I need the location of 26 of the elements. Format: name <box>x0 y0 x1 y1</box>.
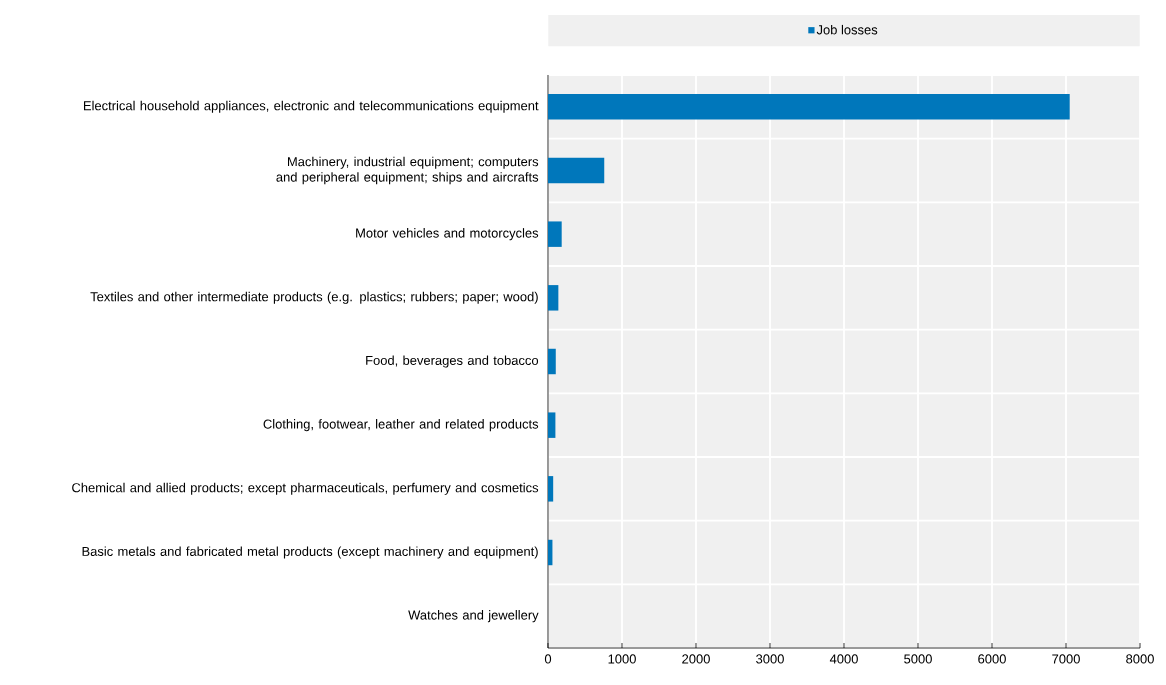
y-tick-label: Basic metals and fabricated metal products (except machinery and equipment) <box>82 546 538 559</box>
y-tick-label: Clothing, footwear, leather and related products <box>263 419 539 432</box>
y-tick-label: Chemical and allied products; except pharmaceuticals, perfumery and cosmetics <box>72 482 539 495</box>
bar <box>548 94 1070 120</box>
bar <box>548 476 554 502</box>
y-tick-label: Watches and jewellery <box>408 610 539 623</box>
x-tick-label: 1000 <box>608 654 636 664</box>
bar <box>548 157 605 184</box>
bar <box>548 412 556 438</box>
x-tick-label: 5000 <box>904 654 932 664</box>
x-tick-label: 3000 <box>756 654 784 664</box>
bar <box>548 348 556 375</box>
x-tick-label: 8000 <box>1126 654 1154 664</box>
x-tick-label: 4000 <box>829 654 858 664</box>
x-tick-label: 2000 <box>682 654 710 664</box>
bar <box>548 285 559 311</box>
x-tick-label: 0 <box>544 654 552 664</box>
bar <box>548 221 562 247</box>
x-tick-label: 7000 <box>1052 654 1080 664</box>
y-tick-label: Machinery, industrial equipment; computers and peripheral equipment; ships and aircrafts <box>276 156 539 185</box>
y-tick-label: Textiles and other intermediate products (e.g. plastics; rubbers; paper; wood) <box>90 291 538 304</box>
y-tick-label: Electrical household appliances, electronic and telecommunications equipment <box>83 100 539 113</box>
x-tick-label: 6000 <box>978 654 1006 664</box>
y-tick-label: Food, beverages and tobacco <box>366 355 539 368</box>
legend-label: Job losses <box>816 24 878 35</box>
y-tick-label: Motor vehicles and motorcycles <box>356 228 539 241</box>
